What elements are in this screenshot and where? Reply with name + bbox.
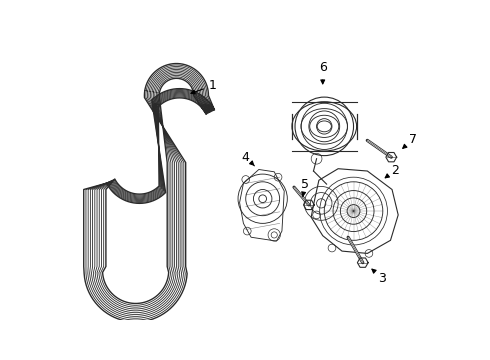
Text: 3: 3 (372, 269, 386, 284)
Text: 7: 7 (403, 133, 417, 148)
Text: 4: 4 (242, 150, 254, 166)
Text: 1: 1 (191, 79, 217, 94)
Text: 6: 6 (319, 61, 327, 84)
Text: 2: 2 (385, 164, 399, 178)
Text: 5: 5 (301, 177, 309, 196)
